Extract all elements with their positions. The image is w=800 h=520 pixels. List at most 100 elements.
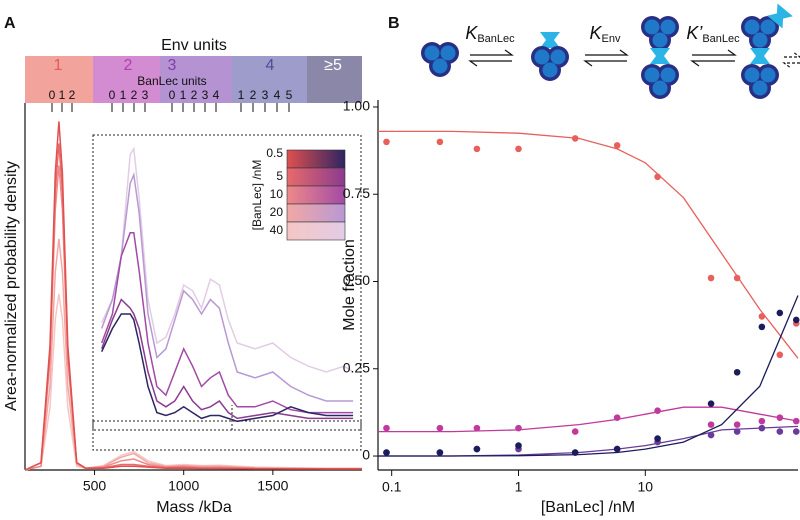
inset-curve xyxy=(100,232,354,414)
band-region xyxy=(232,56,307,103)
data-point xyxy=(792,316,800,324)
legend-swatch xyxy=(286,167,346,187)
data-point xyxy=(515,145,522,153)
fit-line xyxy=(378,295,799,457)
data-point xyxy=(613,414,621,421)
env-core xyxy=(432,58,448,74)
env-core xyxy=(424,45,440,61)
sub-label: 4 xyxy=(274,88,281,102)
band-region xyxy=(25,56,93,103)
equilibrium-arrow xyxy=(585,49,629,56)
data-point xyxy=(654,173,661,181)
density-curve xyxy=(24,238,362,471)
legend-swatch xyxy=(286,149,346,169)
y-axis-title: Mole fraction xyxy=(341,239,358,331)
legend-label: 5 xyxy=(276,169,283,183)
data-point xyxy=(571,428,579,435)
equilibrium-arrow xyxy=(784,51,800,58)
data-point xyxy=(515,424,522,432)
fit-line xyxy=(378,130,799,359)
inset-curve xyxy=(101,146,354,373)
band-region xyxy=(160,56,232,103)
inset-curve xyxy=(100,171,354,402)
equilibrium-arrow xyxy=(690,60,735,67)
band-label: 3 xyxy=(168,57,177,74)
legend-label: 10 xyxy=(270,187,284,201)
env-core xyxy=(652,80,668,96)
data-point xyxy=(436,138,444,146)
sub-label: 2 xyxy=(69,88,76,102)
data-point xyxy=(613,142,621,149)
legend-swatch xyxy=(286,185,346,205)
density-curve xyxy=(24,121,362,471)
data-point xyxy=(792,428,800,435)
sub-label: 2 xyxy=(250,88,257,102)
env-core xyxy=(644,67,660,83)
sub-label: 5 xyxy=(286,88,293,102)
inset-curve xyxy=(100,298,354,420)
banlec xyxy=(540,32,560,48)
rate-constant: KBanLec xyxy=(465,23,515,45)
env-core xyxy=(534,49,550,65)
sub-label: 0 xyxy=(49,88,56,102)
rate-constant: K’BanLec xyxy=(686,23,740,45)
band-region xyxy=(307,56,362,103)
data-point xyxy=(613,445,621,453)
data-point xyxy=(707,421,715,428)
data-point xyxy=(383,449,390,456)
equilibrium-arrow xyxy=(470,49,514,56)
band-region xyxy=(93,56,160,103)
data-point xyxy=(473,145,481,153)
density-curve xyxy=(24,293,362,471)
data-point xyxy=(758,424,766,432)
env-core xyxy=(752,80,768,96)
env-core xyxy=(440,45,456,61)
data-point xyxy=(733,274,741,282)
equilibrium-arrow xyxy=(468,60,512,67)
env-core xyxy=(660,67,676,83)
data-point xyxy=(776,428,784,435)
equilibrium-arrow xyxy=(782,62,800,69)
data-point xyxy=(733,428,741,435)
legend-swatch xyxy=(286,203,346,223)
sub-title: BanLec units xyxy=(137,74,206,88)
y-tick-label: 0.25 xyxy=(343,359,370,375)
legend-label: 0.5 xyxy=(266,146,283,160)
env-core xyxy=(652,32,668,48)
sub-label: 1 xyxy=(59,88,66,102)
sub-label: 1 xyxy=(120,88,127,102)
x-tick-label: 1500 xyxy=(257,478,288,494)
data-point xyxy=(473,424,481,432)
x-tick-label: 1000 xyxy=(168,478,199,494)
sub-label: 3 xyxy=(262,88,269,102)
equilibrium-arrow xyxy=(692,49,737,56)
legend-label: 20 xyxy=(270,205,284,219)
y-tick-label: 0.50 xyxy=(343,272,370,288)
env-core xyxy=(644,19,660,35)
sub-label: 0 xyxy=(169,88,176,102)
y-tick-label: 1.00 xyxy=(343,98,370,114)
data-point xyxy=(758,417,766,425)
data-point xyxy=(571,135,579,142)
band-title: Env units xyxy=(161,37,227,54)
data-point xyxy=(707,274,715,282)
env-core xyxy=(744,67,760,83)
data-point xyxy=(792,417,800,425)
data-point xyxy=(776,351,784,359)
rate-constant: KEnv xyxy=(590,23,621,45)
y-axis-title: Area-normalized probability density xyxy=(3,161,20,411)
legend-title: [BanLec] /nM xyxy=(250,160,264,231)
x-tick-label: 10 xyxy=(638,479,654,495)
data-point xyxy=(707,400,715,407)
data-point xyxy=(436,449,444,456)
y-tick-label: 0.75 xyxy=(343,185,370,201)
banlec xyxy=(750,48,770,64)
data-point xyxy=(436,424,444,432)
sub-label: 2 xyxy=(191,88,198,102)
data-point xyxy=(733,421,741,428)
sub-label: 0 xyxy=(109,88,116,102)
zoom-box xyxy=(92,420,362,451)
band-label: 1 xyxy=(54,57,63,74)
data-point xyxy=(654,435,661,442)
